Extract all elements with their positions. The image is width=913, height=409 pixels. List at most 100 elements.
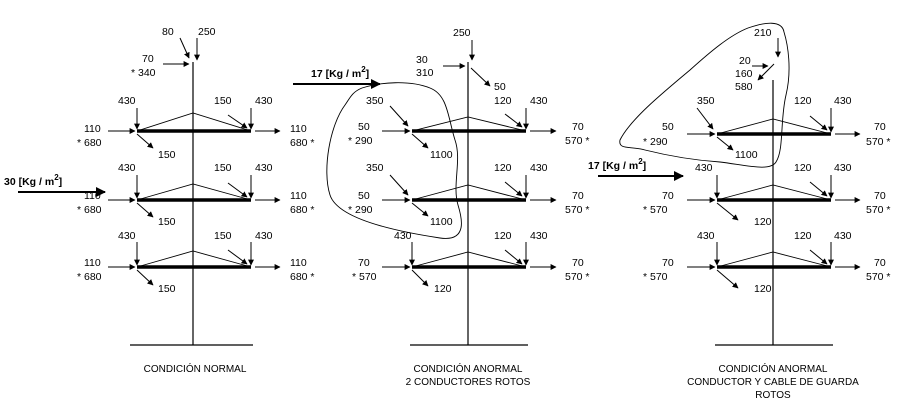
panel-anormal-cable: [598, 22, 861, 346]
crossarm-3: [108, 242, 281, 286]
arm3-left-trans2: * 570: [643, 271, 668, 283]
top-vert-value: 250: [453, 27, 471, 39]
top-t3-value: 580: [735, 81, 753, 93]
crossarm-1: [108, 108, 281, 149]
arm3-left-vert: 430: [697, 230, 715, 242]
arm2-right-trans: 70: [874, 190, 886, 202]
arm3-left-vert: 430: [118, 230, 136, 242]
arm1-left-trans: 50: [358, 121, 370, 133]
arm3-left-trans2: * 570: [352, 271, 377, 283]
arm1-left-vert: 350: [366, 95, 384, 107]
crossarm-2: [382, 174, 557, 217]
top-diag-value: 50: [494, 81, 506, 93]
panel-anormal-cable-labels: 210 20 160 580 350 50 * 290 1100 120 430…: [588, 27, 891, 401]
arm3-right-trans: 70: [572, 257, 584, 269]
arm1-right-horiz: 120: [794, 95, 812, 107]
top-horiz-value: 30: [416, 54, 428, 66]
arm1-left-vert: 430: [118, 95, 136, 107]
arm1-right-trans2: 570 *: [565, 135, 590, 147]
arm2-right-vert: 430: [834, 162, 852, 174]
arm3-left-trans: 70: [662, 257, 674, 269]
top-horiz-value: 80: [162, 26, 174, 38]
arm3-left-long: 120: [754, 283, 772, 295]
arm3-right-horiz: 120: [794, 230, 812, 242]
top-t2-value: 160: [735, 68, 753, 80]
arm2-left-vert: 430: [118, 162, 136, 174]
arm1-right-horiz: 150: [214, 95, 232, 107]
crossarm-3: [687, 242, 861, 289]
arm3-right-trans2: 570 *: [866, 271, 891, 283]
arm1-right-vert: 430: [255, 95, 273, 107]
caption-line-1: CONDICIÓN ANORMAL: [719, 362, 828, 375]
arm2-right-trans2: 570 *: [866, 204, 891, 216]
panel-anormal-2-labels: 250 30 310 50 350 50 * 290 1100 120 430 …: [311, 27, 590, 388]
arm2-left-vert: 430: [695, 162, 713, 174]
arm1-right-vert: 430: [834, 95, 852, 107]
top-wind-star-value: * 340: [131, 67, 156, 79]
arm2-right-trans: 110: [290, 190, 307, 202]
arm3-left-long: 120: [434, 283, 452, 295]
arm1-right-horiz: 120: [494, 95, 512, 107]
caption-line-1: CONDICIÓN NORMAL: [144, 362, 247, 375]
caption-line-2: CONDUCTOR Y CABLE DE GUARDA: [687, 377, 859, 388]
arm1-left-vert: 350: [697, 95, 715, 107]
arm3-left-trans: 70: [358, 257, 370, 269]
arm3-left-trans2: * 680: [77, 271, 102, 283]
arm1-left-trans: 110: [84, 123, 101, 135]
arm2-left-trans2: * 680: [77, 204, 102, 216]
arm2-left-trans: 70: [662, 190, 674, 202]
arm1-right-trans2: 680 *: [290, 137, 315, 149]
freehand-outline: [619, 22, 790, 168]
arm1-left-trans2: * 290: [643, 136, 668, 148]
arm2-left-vert: 350: [366, 162, 384, 174]
arm3-right-horiz: 150: [214, 230, 232, 242]
top-diag-arrow: [470, 67, 491, 87]
panel-anormal-2: [293, 40, 557, 346]
arm1-right-trans: 110: [290, 123, 307, 135]
caption-line-2: 2 CONDUCTORES ROTOS: [406, 377, 531, 388]
crossarm-1: [382, 105, 557, 149]
arm1-right-vert: 430: [530, 95, 548, 107]
arm2-right-trans2: 570 *: [565, 204, 590, 216]
top-vert-value: 210: [754, 27, 772, 39]
wind-load-label: 30 [Kg / m2]: [4, 173, 62, 188]
arm2-left-long: 1100: [430, 216, 453, 228]
top-wind-value: 70: [142, 53, 154, 65]
arm2-left-trans: 50: [358, 190, 370, 202]
top-vert-value: 250: [198, 26, 216, 38]
arm1-left-long: 150: [158, 149, 176, 161]
arm3-right-trans: 110: [290, 257, 307, 269]
arm3-right-horiz: 120: [494, 230, 512, 242]
arm2-right-trans2: 680 *: [290, 204, 315, 216]
arm2-right-trans: 70: [572, 190, 584, 202]
arm1-right-trans: 70: [874, 121, 886, 133]
arm2-left-trans: 110: [84, 190, 101, 202]
arm1-right-trans2: 570 *: [866, 136, 891, 148]
arm1-right-trans: 70: [572, 121, 584, 133]
crossarm-1: [687, 107, 861, 151]
wind-load-label: 17 [Kg / m2]: [588, 157, 646, 172]
wind-load-label: 17 [Kg / m2]: [311, 65, 369, 80]
arm1-left-trans2: * 680: [77, 137, 102, 149]
arm3-right-vert: 430: [530, 230, 548, 242]
caption-line-3: ROTOS: [755, 390, 791, 401]
crossarm-2: [687, 175, 861, 221]
arm2-left-trans2: * 290: [348, 204, 373, 216]
arm3-right-trans2: 680 *: [290, 271, 315, 283]
arm1-left-trans2: * 290: [348, 135, 373, 147]
arm2-left-trans2: * 570: [643, 204, 668, 216]
arm3-right-vert: 430: [255, 230, 273, 242]
top-diag-arrow: [757, 63, 775, 81]
arm2-right-horiz: 120: [794, 162, 812, 174]
arm2-right-vert: 430: [255, 162, 273, 174]
panel-normal: [18, 37, 281, 346]
arm2-right-horiz: 120: [494, 162, 512, 174]
arm3-right-trans2: 570 *: [565, 271, 590, 283]
arm3-left-vert: 430: [394, 230, 412, 242]
arm3-right-vert: 430: [834, 230, 852, 242]
arm3-left-long: 150: [158, 283, 176, 295]
top-horiz2-value: 310: [416, 67, 434, 79]
arm3-left-trans: 110: [84, 257, 101, 269]
arm2-left-long: 150: [158, 216, 176, 228]
